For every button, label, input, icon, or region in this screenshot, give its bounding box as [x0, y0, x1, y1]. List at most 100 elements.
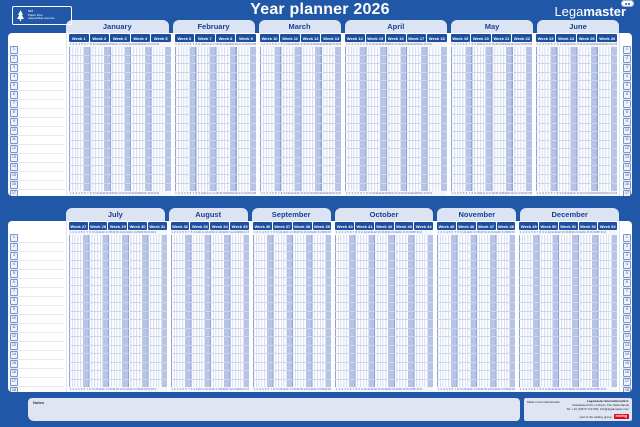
row-number: 6 [10, 279, 18, 287]
grid-row [345, 166, 447, 175]
month-grid-body[interactable] [69, 235, 167, 387]
month-grid-body[interactable] [69, 47, 171, 191]
month-tabs: July August September October November Decemb… [64, 208, 621, 221]
row-labels-left: 1 2 3 4 5 6 7 8 9 10 11 12 13 14 15 16 17 18 [8, 221, 67, 392]
day-number: 11 [198, 230, 202, 234]
day-number: 27 [592, 230, 595, 234]
month-column: Week 27 Week 28 Week 29 Week 30 Week 31 1 2 3 4 5… [67, 221, 169, 392]
tabs-right-spacer [621, 20, 632, 33]
month-tab: September [251, 208, 331, 221]
month-grid-body[interactable] [259, 47, 341, 191]
day-number: 13 [286, 387, 290, 391]
day-number: 7 [270, 387, 273, 391]
grid-row [170, 261, 249, 269]
day-number: 22 [495, 387, 499, 391]
day-number: 25 [136, 230, 139, 234]
grid-row [253, 303, 332, 312]
tabs-left-spacer [8, 208, 64, 221]
day-number: 9 [559, 191, 562, 195]
day-number: 12 [366, 387, 369, 391]
day-number: 7 [270, 230, 273, 234]
row-number: 4 [10, 261, 18, 269]
grid-row [335, 329, 433, 337]
grid-row [69, 295, 167, 303]
day-number: 25 [414, 42, 418, 46]
month-grid-body[interactable] [345, 47, 447, 191]
day-number: 6 [189, 42, 192, 46]
grid-row [259, 107, 341, 116]
day-number: 11 [464, 387, 468, 391]
day-number: 27 [325, 230, 329, 234]
month-grid-body[interactable] [519, 235, 617, 387]
grid-row [335, 337, 433, 346]
day-number: 15 [292, 387, 295, 391]
day-number: 22 [406, 42, 409, 46]
label-row: 8 [8, 109, 64, 118]
grid-row [450, 124, 532, 133]
day-number: 17 [391, 42, 395, 46]
row-number: 7 [623, 288, 631, 296]
row-labels-right: 1 2 3 4 5 6 7 8 9 10 11 12 13 14 15 16 17 18 [619, 221, 632, 392]
day-number: 15 [558, 230, 562, 234]
grid-row [535, 115, 617, 124]
row-number: 14 [623, 351, 631, 359]
day-number: 15 [491, 42, 495, 46]
row-number: 3 [10, 252, 18, 260]
row-number: 7 [10, 288, 18, 296]
day-number: 24 [241, 191, 245, 195]
edding-logo: edding [613, 414, 629, 419]
planner-panel-second-half: July August September October November Decemb… [8, 208, 632, 392]
grid-row [69, 312, 167, 320]
day-number: 16 [561, 387, 565, 391]
day-number: 8 [190, 230, 193, 234]
grid-row [174, 90, 256, 99]
grid-row [345, 64, 447, 73]
day-number: 20 [590, 191, 594, 195]
day-number: 6 [185, 387, 187, 391]
day-number: 12 [482, 191, 486, 195]
day-number: 4 [459, 42, 462, 46]
day-number: 20 [400, 191, 404, 195]
day-number: 13 [294, 191, 298, 195]
grid-row [69, 98, 171, 107]
day-number [430, 387, 433, 392]
month-grid-body[interactable] [174, 47, 256, 191]
day-number: 8 [471, 191, 474, 195]
day-number: 10 [561, 42, 565, 46]
label-row: 1 [621, 234, 632, 243]
grid-row [259, 175, 341, 184]
grid-row [174, 141, 256, 150]
day-number: 25 [504, 387, 507, 391]
week-label: Week 23 [535, 34, 556, 42]
day-number: 28 [338, 191, 342, 195]
grid-row [69, 261, 167, 269]
week-label: Week 33 [190, 222, 210, 230]
month-grid-body[interactable] [535, 47, 617, 191]
month-grid-body[interactable] [437, 235, 516, 387]
day-number: 9 [542, 387, 544, 391]
day-number: 28 [147, 42, 151, 46]
day-number: 5 [357, 191, 359, 195]
week-label: Week 12 [300, 34, 321, 42]
grid-row [69, 149, 171, 158]
month-grid-body[interactable] [253, 235, 332, 387]
month-grid-body[interactable] [170, 235, 249, 387]
day-number: 13 [379, 42, 383, 46]
grid-row [170, 337, 249, 346]
grid-row [519, 269, 617, 278]
day-number: 5 [182, 387, 185, 391]
grid-row [69, 64, 171, 73]
grid-row [69, 124, 171, 133]
day-number: 2 [522, 230, 525, 234]
grid-row [253, 278, 332, 286]
notes-area[interactable]: Notes [28, 398, 520, 421]
month-grid-body[interactable] [450, 47, 532, 191]
day-number: 2 [174, 230, 176, 234]
grid-row [345, 132, 447, 141]
day-number: 21 [308, 230, 312, 234]
grid-row [259, 166, 341, 175]
month-grid-body[interactable] [335, 235, 433, 387]
day-number: 18 [499, 42, 503, 46]
day-number: 17 [113, 230, 117, 234]
